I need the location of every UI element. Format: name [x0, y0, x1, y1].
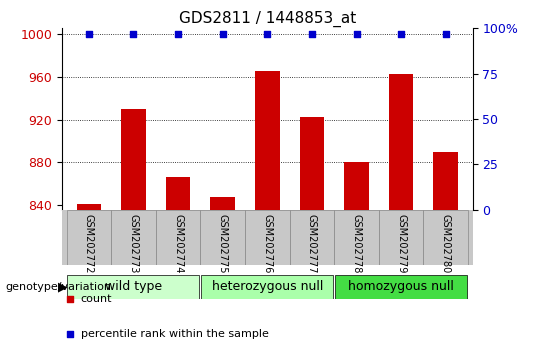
Bar [121, 109, 146, 210]
Title: GDS2811 / 1448853_at: GDS2811 / 1448853_at [179, 11, 356, 27]
Bar [200, 210, 245, 266]
Text: GSM202774: GSM202774 [173, 213, 183, 273]
Point [263, 31, 272, 36]
Bar [334, 210, 379, 266]
Bar [211, 197, 235, 210]
Text: GSM202777: GSM202777 [307, 213, 317, 273]
Bar [345, 162, 369, 210]
Text: wild type: wild type [105, 280, 162, 293]
Text: GSM202776: GSM202776 [262, 213, 272, 273]
Text: GSM202773: GSM202773 [129, 213, 138, 273]
Point [441, 31, 450, 36]
Point [66, 338, 75, 343]
Bar [335, 275, 467, 299]
Point [85, 31, 93, 36]
Point [174, 31, 183, 36]
Point [352, 31, 361, 36]
Bar [111, 210, 156, 266]
Text: count: count [80, 294, 112, 304]
Point [308, 31, 316, 36]
Text: ▶: ▶ [58, 280, 68, 293]
Text: GSM202775: GSM202775 [218, 213, 228, 273]
Text: GSM202772: GSM202772 [84, 213, 94, 273]
Text: genotype/variation: genotype/variation [5, 282, 111, 292]
Bar [201, 275, 333, 299]
Point [218, 31, 227, 36]
Bar [245, 210, 289, 266]
Bar [423, 210, 468, 266]
Text: homozygous null: homozygous null [348, 280, 454, 293]
Text: GSM202778: GSM202778 [352, 213, 361, 273]
Bar [255, 71, 280, 210]
Text: GSM202780: GSM202780 [441, 213, 451, 273]
Bar [300, 118, 324, 210]
Bar [68, 275, 199, 299]
Text: percentile rank within the sample: percentile rank within the sample [80, 329, 268, 339]
Bar [166, 177, 191, 210]
Point [66, 320, 75, 326]
Text: heterozygous null: heterozygous null [212, 280, 323, 293]
Bar [389, 74, 414, 210]
Text: GSM202779: GSM202779 [396, 213, 406, 273]
Bar [379, 210, 423, 266]
Point [397, 31, 406, 36]
Bar [156, 210, 200, 266]
Point [129, 31, 138, 36]
Bar [434, 152, 458, 210]
Bar [77, 204, 101, 210]
Bar [66, 210, 111, 266]
Bar [289, 210, 334, 266]
